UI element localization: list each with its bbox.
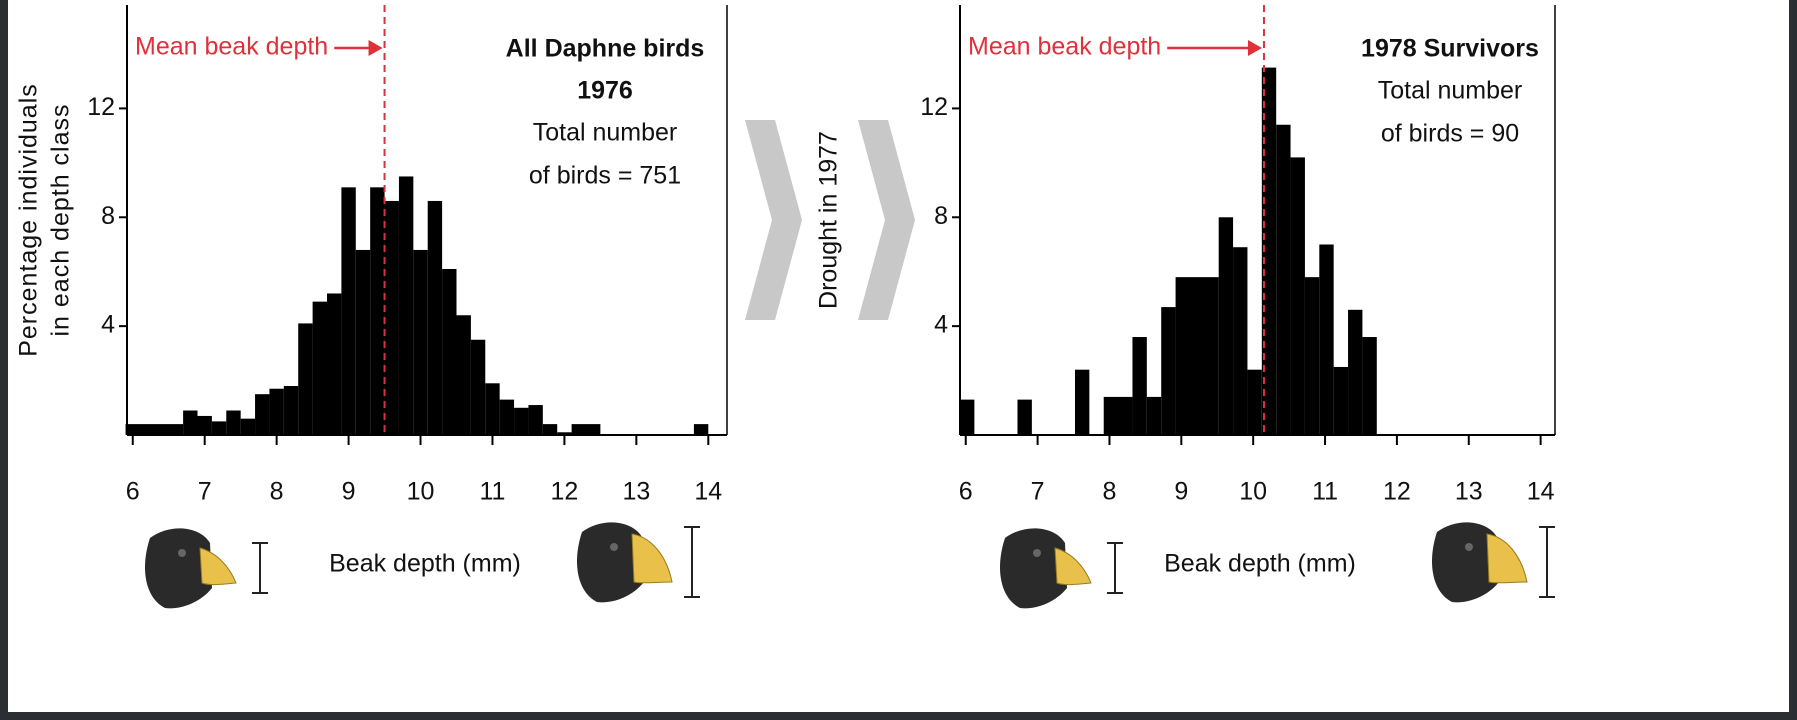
chart-title: All Daphne birds bbox=[506, 35, 705, 63]
x-tick-label: 10 bbox=[1239, 478, 1267, 506]
bar bbox=[471, 340, 485, 435]
x-tick-label: 9 bbox=[342, 478, 356, 506]
bar bbox=[399, 176, 413, 435]
chart-title: 1976 bbox=[577, 77, 633, 105]
bar bbox=[241, 419, 255, 435]
x-axis-label: Beak depth (mm) bbox=[329, 550, 521, 578]
x-tick-label: 7 bbox=[198, 478, 212, 506]
x-tick-label: 11 bbox=[1312, 478, 1338, 506]
mean-label: Mean beak depth bbox=[135, 33, 328, 61]
figure: Drought in 1977 4 8 12 6 7 8 9 10 11 12 13 14 Mean b… bbox=[0, 0, 1797, 720]
y-axis-label: Percentage individuals bbox=[15, 83, 43, 357]
bar bbox=[341, 187, 355, 435]
y-tick-label: 12 bbox=[920, 93, 948, 121]
bar bbox=[1233, 247, 1247, 435]
bar bbox=[269, 389, 283, 435]
bar bbox=[514, 408, 528, 435]
bar bbox=[1176, 277, 1219, 435]
bar bbox=[694, 424, 708, 435]
bar bbox=[500, 400, 514, 435]
y-tick-label: 8 bbox=[934, 202, 948, 230]
x-tick-label: 12 bbox=[1383, 478, 1411, 506]
chart-subtitle: Total number bbox=[533, 119, 678, 147]
y-tick-label: 4 bbox=[101, 311, 115, 339]
bar bbox=[413, 250, 427, 435]
chart-subtitle: of birds = 751 bbox=[529, 162, 681, 190]
bar bbox=[1319, 244, 1333, 435]
bar bbox=[1147, 397, 1161, 435]
bar bbox=[183, 411, 197, 435]
x-tick-label: 13 bbox=[1455, 478, 1483, 506]
x-tick-label: 10 bbox=[407, 478, 435, 506]
chart-subtitle: Total number bbox=[1378, 77, 1523, 105]
bar bbox=[960, 400, 974, 435]
mean-label: Mean beak depth bbox=[968, 33, 1161, 61]
y-tick-label: 8 bbox=[101, 202, 115, 230]
bar bbox=[298, 323, 312, 435]
bar bbox=[255, 394, 269, 435]
panel bbox=[8, 0, 1789, 712]
bar bbox=[1104, 397, 1133, 435]
bar bbox=[1348, 310, 1362, 435]
x-tick-label: 8 bbox=[270, 478, 284, 506]
x-tick-label: 7 bbox=[1031, 478, 1045, 506]
bar bbox=[126, 424, 184, 435]
x-tick-label: 6 bbox=[959, 478, 973, 506]
bar bbox=[456, 315, 470, 435]
x-tick-label: 9 bbox=[1174, 478, 1188, 506]
bar bbox=[485, 383, 499, 435]
bar bbox=[327, 293, 341, 435]
y-tick-label: 12 bbox=[87, 93, 115, 121]
bar bbox=[528, 405, 542, 435]
bird-eye bbox=[610, 543, 618, 551]
x-axis-label: Beak depth (mm) bbox=[1164, 550, 1356, 578]
x-tick-label: 14 bbox=[1527, 478, 1555, 506]
bar bbox=[1075, 370, 1089, 435]
bar bbox=[1334, 367, 1348, 435]
x-tick-label: 8 bbox=[1103, 478, 1117, 506]
bar bbox=[356, 250, 370, 435]
bar bbox=[1132, 337, 1146, 435]
chart-subtitle: of birds = 90 bbox=[1381, 120, 1519, 148]
bar bbox=[1247, 370, 1261, 435]
bar bbox=[284, 386, 298, 435]
bar bbox=[442, 269, 456, 435]
bar bbox=[226, 411, 240, 435]
bird-eye bbox=[1465, 543, 1473, 551]
drought-label: Drought in 1977 bbox=[815, 131, 843, 309]
bar bbox=[1161, 307, 1175, 435]
bar bbox=[543, 424, 557, 435]
bar bbox=[1305, 277, 1319, 435]
bar bbox=[1276, 125, 1290, 435]
bar bbox=[313, 302, 327, 435]
bar bbox=[428, 201, 442, 435]
x-tick-label: 12 bbox=[551, 478, 579, 506]
bar bbox=[1362, 337, 1376, 435]
bar bbox=[370, 187, 384, 435]
bar bbox=[1291, 157, 1305, 435]
bar bbox=[385, 201, 399, 435]
y-tick-label: 4 bbox=[934, 311, 948, 339]
bar bbox=[572, 424, 601, 435]
x-tick-label: 6 bbox=[126, 478, 140, 506]
x-tick-label: 11 bbox=[479, 478, 505, 506]
bird-eye bbox=[178, 549, 186, 557]
bar bbox=[198, 416, 212, 435]
x-tick-label: 14 bbox=[694, 478, 722, 506]
bird-eye bbox=[1033, 549, 1041, 557]
bar bbox=[1017, 400, 1031, 435]
chart-title: 1978 Survivors bbox=[1361, 35, 1539, 63]
x-tick-label: 13 bbox=[622, 478, 650, 506]
bar bbox=[1219, 217, 1233, 435]
y-axis-label: in each depth class bbox=[47, 103, 75, 336]
bar bbox=[212, 421, 226, 435]
